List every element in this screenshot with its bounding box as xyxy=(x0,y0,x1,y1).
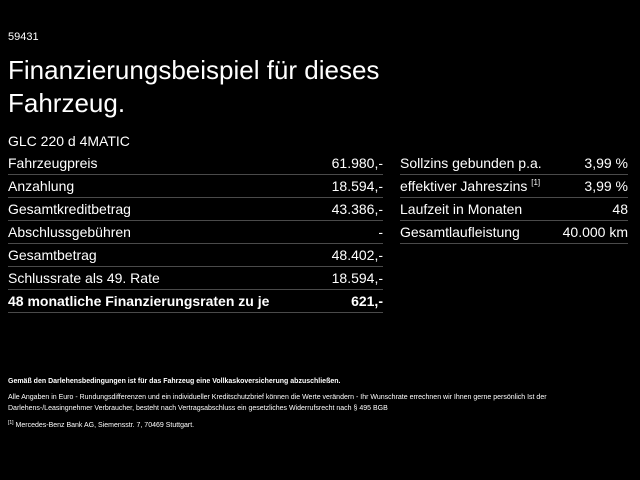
row-label-text: Laufzeit in Monaten xyxy=(400,201,523,217)
table-row: Schlussrate als 49. Rate 18.594,- xyxy=(8,267,383,290)
table-row: Laufzeit in Monaten 48 xyxy=(400,198,628,221)
footnote-ref: [1] xyxy=(531,178,541,187)
table-row: Gesamtkreditbetrag 43.386,- xyxy=(8,198,383,221)
row-value: 43.386,- xyxy=(331,201,383,217)
bold-note: Gemäß den Darlehensbedingungen ist für d… xyxy=(8,378,341,385)
row-label: Schlussrate als 49. Rate xyxy=(8,270,160,286)
row-value: 40.000 km xyxy=(562,224,628,240)
row-value: 18.594,- xyxy=(331,178,383,194)
row-label-text: Gesamtlaufleistung xyxy=(400,224,520,240)
table-row: Sollzins gebunden p.a. 3,99 % xyxy=(400,152,628,175)
row-label: 48 monatliche Finanzierungsraten zu je xyxy=(8,293,269,309)
row-label: Gesamtbetrag xyxy=(8,247,97,263)
row-value: 3,99 % xyxy=(584,155,628,171)
table-row: Abschlussgebühren - xyxy=(8,221,383,244)
footnote-marker: [1] xyxy=(8,420,14,426)
row-label-text: Abschlussgebühren xyxy=(8,224,131,240)
table-row: Gesamtbetrag 48.402,- xyxy=(8,244,383,267)
row-label: Fahrzeugpreis xyxy=(8,155,98,171)
table-row: effektiver Jahreszins [1] 3,99 % xyxy=(400,175,628,198)
row-label: Abschlussgebühren xyxy=(8,224,131,240)
footnote-text: Mercedes-Benz Bank AG, Siemensstr. 7, 70… xyxy=(15,422,195,429)
row-label-text: Schlussrate als 49. Rate xyxy=(8,270,160,286)
row-label: Anzahlung xyxy=(8,178,74,194)
row-value: - xyxy=(378,224,383,240)
row-label-text: effektiver Jahreszins xyxy=(400,178,528,194)
row-label-text: Fahrzeugpreis xyxy=(8,155,98,171)
row-label: Sollzins gebunden p.a. xyxy=(400,155,542,171)
footnote: [1] Mercedes-Benz Bank AG, Siemensstr. 7… xyxy=(8,420,194,429)
row-label-text: Sollzins gebunden p.a. xyxy=(400,155,542,171)
left-table: Fahrzeugpreis 61.980,- Anzahlung 18.594,- Ge… xyxy=(8,152,383,313)
table-row: 48 monatliche Finanzierungsraten zu je 62… xyxy=(8,290,383,313)
right-table: Sollzins gebunden p.a. 3,99 % effektiver J… xyxy=(400,152,628,244)
row-value: 3,99 % xyxy=(584,178,628,194)
row-label-text: Gesamtkreditbetrag xyxy=(8,201,131,217)
row-value: 48 xyxy=(612,201,628,217)
table-row: Gesamtlaufleistung 40.000 km xyxy=(400,221,628,244)
row-label: Gesamtkreditbetrag xyxy=(8,201,131,217)
row-value: 621,- xyxy=(351,293,383,309)
id: 59431 xyxy=(8,31,39,43)
table-row: Anzahlung 18.594,- xyxy=(8,175,383,198)
title: Finanzierungsbeispiel für dieses Fahrzeu… xyxy=(8,55,380,118)
row-label-text: Gesamtbetrag xyxy=(8,247,97,263)
row-label-text: 48 monatliche Finanzierungsraten zu je xyxy=(8,293,270,309)
row-value: 48.402,- xyxy=(331,247,383,263)
row-label: Laufzeit in Monaten xyxy=(400,201,522,217)
row-label: Gesamtlaufleistung xyxy=(400,224,520,240)
model: GLC 220 d 4MATIC xyxy=(8,133,130,149)
row-value: 61.980,- xyxy=(331,155,383,171)
row-label: effektiver Jahreszins [1] xyxy=(400,178,540,194)
row-value: 18.594,- xyxy=(331,270,383,286)
row-label-text: Anzahlung xyxy=(8,178,75,194)
table-row: Fahrzeugpreis 61.980,- xyxy=(8,152,383,175)
note: Alle Angaben in Euro - Rundungsdifferenz… xyxy=(8,394,547,412)
